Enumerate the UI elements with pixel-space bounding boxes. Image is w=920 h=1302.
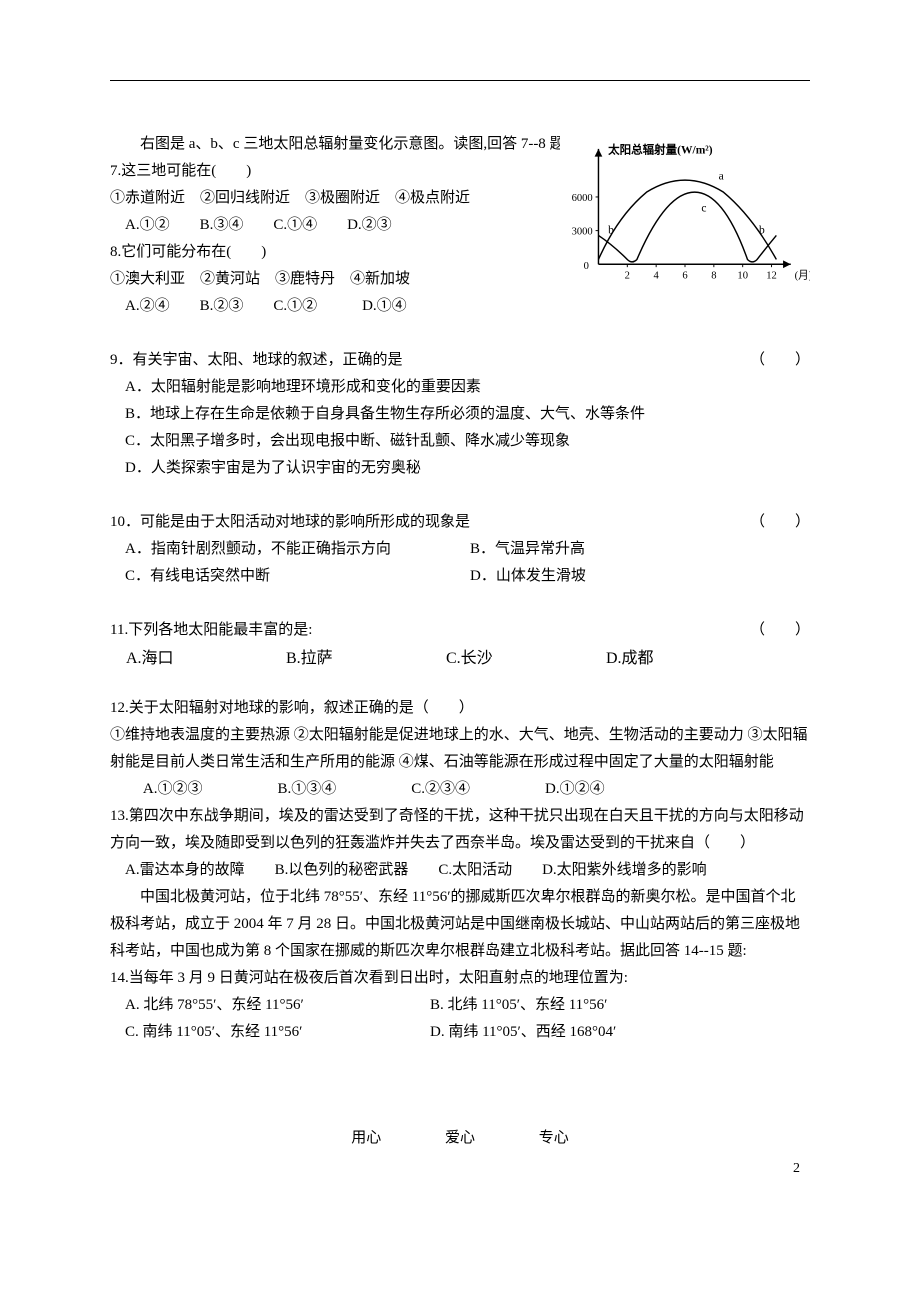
y-axis-arrow — [595, 149, 603, 157]
q14-a: A. 北纬 78°55′、东经 11°56′ — [110, 992, 430, 1019]
footer-a: 用心 — [351, 1130, 381, 1146]
x-axis-arrow — [783, 260, 791, 268]
spacer — [110, 320, 810, 347]
q10-stem-row: 10．可能是由于太阳活动对地球的影响所形成的现象是 （ ） — [110, 509, 810, 536]
q9-stem: 9．有关宇宙、太阳、地球的叙述，正确的是 — [110, 347, 403, 374]
q14-d: D. 南纬 11°05′、西经 168°04′ — [430, 1019, 616, 1046]
intro-14-15: 中国北极黄河站，位于北纬 78°55′、东经 11°56′的挪威斯匹次卑尔根群岛… — [110, 884, 810, 965]
spacer — [110, 668, 810, 695]
q7-stem: 7.这三地可能在( ) — [110, 158, 550, 185]
header-rule — [110, 80, 810, 81]
q11-c: C.长沙 — [446, 644, 606, 668]
q8-items: ①澳大利亚 ②黄河站 ③鹿特丹 ④新加坡 — [110, 266, 550, 293]
footer-c: 专心 — [539, 1130, 569, 1146]
q14-row2: C. 南纬 11°05′、东经 11°56′ D. 南纬 11°05′、西经 1… — [110, 1019, 810, 1046]
xtick-8: 8 — [711, 271, 716, 282]
q9-paren: （ ） — [750, 347, 810, 374]
xtick-10: 10 — [737, 271, 748, 282]
q14-c: C. 南纬 11°05′、东经 11°56′ — [110, 1019, 430, 1046]
x-unit: (月) — [795, 270, 810, 282]
content: 0 3000 6000 2 4 6 8 10 12 (月) 太阳总辐射量(W/m… — [110, 131, 810, 1046]
q14-stem: 14.当每年 3 月 9 日黄河站在极夜后首次看到日出时，太阳直射点的地理位置为… — [110, 965, 810, 992]
page-number: 2 — [793, 1161, 800, 1177]
q11-d: D.成都 — [606, 644, 654, 668]
curve-b — [598, 192, 776, 262]
q12-stem: 12.关于太阳辐射对地球的影响，叙述正确的是（ ） — [110, 695, 810, 722]
q11-a: A.海口 — [126, 644, 286, 668]
q11-stem-row: 11.下列各地太阳能最丰富的是: （ ） — [110, 617, 810, 644]
exam-page: 0 3000 6000 2 4 6 8 10 12 (月) 太阳总辐射量(W/m… — [0, 0, 920, 1207]
curve-a — [598, 180, 776, 259]
xtick-6: 6 — [682, 271, 687, 282]
q13-opts: A.雷达本身的故障 B.以色列的秘密武器 C.太阳活动 D.太阳紫外线增多的影响 — [110, 857, 810, 884]
q13-stem: 13.第四次中东战争期间，埃及的雷达受到了奇怪的干扰，这种干扰只出现在白天且干扰… — [110, 803, 810, 857]
q10-paren: （ ） — [750, 509, 810, 536]
q14-row1: A. 北纬 78°55′、东经 11°56′ B. 北纬 11°05′、东经 1… — [110, 992, 810, 1019]
ytick-3000: 3000 — [572, 226, 593, 237]
q8-stem: 8.它们可能分布在( ) — [110, 239, 550, 266]
q10-b: B．气温异常升高 — [470, 536, 585, 563]
q7-opts: A.①② B.③④ C.①④ D.②③ — [110, 212, 550, 239]
spacer — [110, 482, 810, 509]
label-a: a — [719, 171, 724, 183]
label-c: c — [701, 202, 706, 214]
footer-b: 爱心 — [445, 1130, 475, 1146]
q8-block: 8.它们可能分布在( ) ①澳大利亚 ②黄河站 ③鹿特丹 ④新加坡 A.②④ B… — [110, 239, 550, 320]
q11-b: B.拉萨 — [286, 644, 446, 668]
q7-items: ①赤道附近 ②回归线附近 ③极圈附近 ④极点附近 — [110, 185, 550, 212]
q12-body: ①维持地表温度的主要热源 ②太阳辐射能是促进地球上的水、大气、地壳、生物活动的主… — [110, 722, 810, 776]
q10-stem: 10．可能是由于太阳活动对地球的影响所形成的现象是 — [110, 509, 470, 536]
y-label: 太阳总辐射量(W/m²) — [608, 143, 713, 157]
solar-radiation-chart: 0 3000 6000 2 4 6 8 10 12 (月) 太阳总辐射量(W/m… — [560, 136, 810, 306]
q10-c: C．有线电话突然中断 — [110, 563, 470, 590]
q11-opts: A.海口 B.拉萨 C.长沙 D.成都 — [110, 644, 810, 668]
q9-d: D．人类探索宇宙是为了认识宇宙的无穷奥秘 — [110, 455, 810, 482]
q9-b: B．地球上存在生命是依赖于自身具备生物生存所必须的温度、大气、水等条件 — [110, 401, 810, 428]
q9-a: A．太阳辐射能是影响地理环境形成和变化的重要因素 — [110, 374, 810, 401]
q11-stem: 11.下列各地太阳能最丰富的是: — [110, 617, 312, 644]
q10-row1: A．指南针剧烈颤动，不能正确指示方向 B．气温异常升高 — [110, 536, 810, 563]
ytick-0: 0 — [584, 261, 589, 272]
label-b-right: b — [759, 225, 765, 237]
label-b-left: b — [608, 225, 614, 237]
q8-opts: A.②④ B.②③ C.①② D.①④ — [110, 293, 550, 320]
q14-b: B. 北纬 11°05′、东经 11°56′ — [430, 992, 607, 1019]
q11-paren: （ ） — [750, 617, 810, 644]
q7-block: 7.这三地可能在( ) ①赤道附近 ②回归线附近 ③极圈附近 ④极点附近 A.①… — [110, 158, 550, 239]
spacer — [110, 590, 810, 617]
q9-c: C．太阳黑子增多时，会出现电报中断、磁针乱颤、降水减少等现象 — [110, 428, 810, 455]
q10-row2: C．有线电话突然中断 D．山体发生滑坡 — [110, 563, 810, 590]
xtick-12: 12 — [766, 271, 777, 282]
q10-a: A．指南针剧烈颤动，不能正确指示方向 — [110, 536, 470, 563]
footer-motto: 用心 爱心 专心 — [110, 1126, 810, 1147]
q12-opts: A.①②③ B.①③④ C.②③④ D.①②④ — [110, 776, 810, 803]
q9-stem-row: 9．有关宇宙、太阳、地球的叙述，正确的是 （ ） — [110, 347, 810, 374]
xtick-2: 2 — [625, 271, 630, 282]
q10-d: D．山体发生滑坡 — [470, 563, 586, 590]
ytick-6000: 6000 — [572, 193, 593, 204]
xtick-4: 4 — [654, 271, 660, 282]
